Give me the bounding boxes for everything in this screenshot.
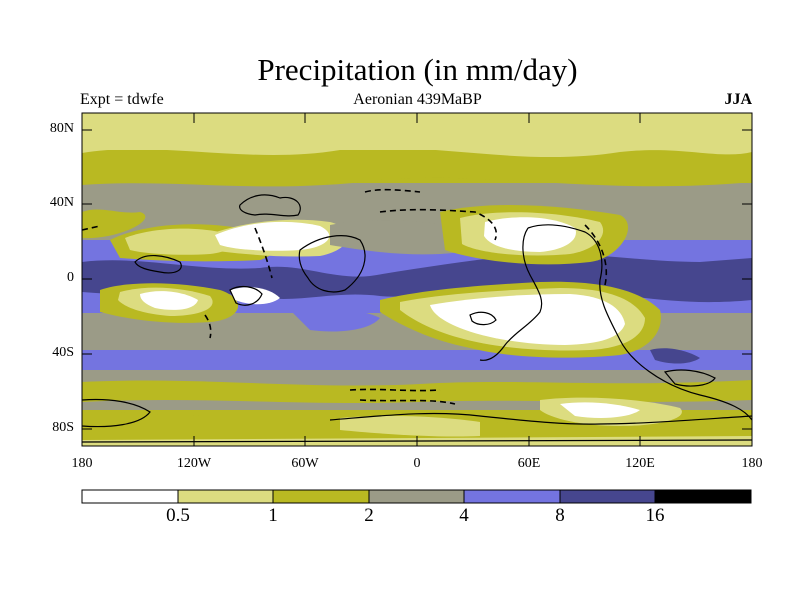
coastline xyxy=(81,398,151,428)
lat-label-80n: 80N xyxy=(49,121,74,136)
band-edge xyxy=(82,209,146,239)
colorbar-label: 2 xyxy=(364,505,374,526)
dry-zone xyxy=(82,380,752,403)
desert-zone xyxy=(430,294,625,345)
desert-zone xyxy=(484,217,576,252)
lon-label-60e: 60E xyxy=(517,456,541,471)
coastline xyxy=(239,194,301,217)
colorbar-swatch xyxy=(369,490,464,503)
paleo-boundaries xyxy=(81,188,608,405)
wet-zone xyxy=(290,307,380,332)
colorbar-swatch xyxy=(178,490,273,503)
band-edge xyxy=(82,170,752,187)
boundary-line xyxy=(254,227,273,279)
desert-zone xyxy=(215,221,330,251)
colorbar xyxy=(81,489,752,504)
colorbar-frame xyxy=(81,489,752,504)
colorbar-label: 1 xyxy=(268,505,278,526)
lat-label-80s: 80S xyxy=(52,420,74,435)
convection-cell xyxy=(650,348,700,364)
precip-field xyxy=(82,113,752,446)
experiment-label: Expt = tdwfe xyxy=(80,91,164,108)
boundary-line xyxy=(349,388,441,392)
season-label: JJA xyxy=(724,91,752,108)
colorbar-label: 8 xyxy=(555,505,565,526)
coastline xyxy=(134,255,182,274)
colorbar-swatch xyxy=(82,490,178,503)
desert-zone xyxy=(140,291,198,310)
lat-label-0: 0 xyxy=(67,270,74,285)
coastline xyxy=(298,235,366,293)
dry-zone xyxy=(125,228,234,255)
lon-label-0: 0 xyxy=(413,456,421,471)
boundary-line xyxy=(359,399,456,405)
coastline xyxy=(663,369,716,387)
desert-zone xyxy=(560,402,640,418)
colorbar-swatch xyxy=(464,490,560,503)
colorbar-swatch xyxy=(273,490,369,503)
lon-label-60w: 60W xyxy=(291,456,319,471)
lat-label-40n: 40N xyxy=(49,195,74,210)
coastline xyxy=(329,412,753,425)
colorbar-label: 4 xyxy=(459,505,469,526)
coastline xyxy=(479,224,753,421)
lon-label-180w: 180 xyxy=(71,456,93,471)
colorbar-label: 0.5 xyxy=(166,505,190,526)
boundary-line xyxy=(379,208,497,241)
boundary-line xyxy=(204,314,212,339)
coastline xyxy=(229,285,263,306)
colorbar-label: 16 xyxy=(645,505,665,526)
map-title: Precipitation (in mm/day) xyxy=(257,52,578,87)
boundary-line xyxy=(584,224,608,286)
boundary-line xyxy=(81,225,101,231)
band-edge xyxy=(82,113,752,158)
colorbar-swatch xyxy=(655,490,751,503)
lon-label-180e: 180 xyxy=(741,456,763,471)
lat-label-40s: 40S xyxy=(52,345,74,360)
axis-ticks xyxy=(82,113,752,446)
band-south-storm xyxy=(82,350,752,372)
dry-zone xyxy=(340,415,480,437)
boundary-line xyxy=(364,188,421,193)
coastline xyxy=(469,311,497,326)
lon-label-120w: 120W xyxy=(176,456,212,471)
colorbar-swatch xyxy=(560,490,655,503)
desert-zone xyxy=(230,287,280,305)
lon-label-120e: 120E xyxy=(625,456,655,471)
map-subtitle: Aeronian 439MaBP xyxy=(353,91,482,108)
